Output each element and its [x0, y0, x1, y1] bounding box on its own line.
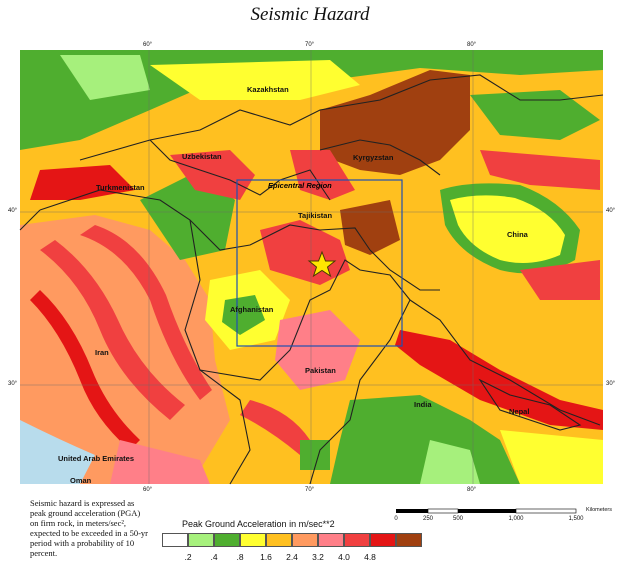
- legend-swatch-8: [344, 533, 370, 547]
- epicentral-region-box: [236, 179, 403, 347]
- border-nepal: [478, 378, 582, 431]
- lon-label-70-top: 70°: [305, 42, 315, 48]
- zone-pamir-brown: [340, 200, 400, 255]
- hazard-zones: [20, 50, 603, 484]
- legend-swatch-5: [266, 533, 292, 547]
- scale-tick-250: 250: [422, 516, 434, 522]
- label-iran: Iran: [95, 348, 109, 357]
- border-kyrgyzstan: [319, 139, 441, 176]
- zone-iran-red-3: [30, 290, 140, 450]
- lat-label-30-right: 30°: [606, 381, 616, 387]
- legend-swatch-9: [370, 533, 396, 547]
- scale-tick-0: 0: [394, 516, 398, 522]
- label-nepal: Nepal: [509, 407, 530, 416]
- epicenter-star-icon: [307, 250, 337, 278]
- border-china-west: [369, 249, 440, 291]
- legend-title: Peak Ground Acceleration in m/sec**2: [182, 519, 335, 529]
- zone-india-yellow: [500, 430, 603, 484]
- border-kazakhstan: [79, 74, 604, 161]
- lat-label-40-left: 40°: [8, 208, 18, 214]
- legend-swatch-1: [162, 533, 188, 547]
- label-epicentral-region: Epicentral Region: [268, 181, 332, 190]
- scale-tick-500: 500: [452, 516, 464, 522]
- border-uzbekistan: [149, 139, 331, 201]
- zone-makran-red: [240, 400, 310, 455]
- persian-gulf: [20, 420, 95, 484]
- border-caspian: [19, 209, 41, 231]
- zone-india-lightgreen: [420, 440, 480, 484]
- label-india: India: [414, 400, 432, 409]
- legend-label-7: 4.0: [338, 552, 350, 562]
- legend-label-5: 2.4: [286, 552, 298, 562]
- label-uzbekistan: Uzbekistan: [182, 152, 222, 161]
- zone-north-lightgreen: [60, 55, 150, 100]
- zone-tibet-red: [520, 260, 600, 300]
- graticule: [20, 50, 603, 484]
- legend-swatch-10: [396, 533, 422, 547]
- label-afghanistan: Afghanistan: [230, 305, 274, 314]
- zone-iran-red-2: [80, 225, 212, 400]
- legend-swatch-7: [318, 533, 344, 547]
- zone-tianshan-brown: [320, 70, 470, 175]
- lon-label-60-top: 60°: [143, 42, 153, 48]
- border-turkmen-afghan: [39, 189, 371, 251]
- legend-label-2: .4: [210, 552, 218, 562]
- zone-uzbek-red: [170, 150, 255, 200]
- label-tajikistan: Tajikistan: [298, 211, 333, 220]
- scale-tick-1500: 1,500: [568, 516, 584, 522]
- label-pakistan: Pakistan: [305, 366, 336, 375]
- label-uae: United Arab Emirates: [58, 454, 134, 463]
- zone-afghan-green: [222, 295, 265, 335]
- zone-iran-pink-south: [110, 440, 210, 484]
- label-china: China: [507, 230, 528, 239]
- legend-label-4: 1.6: [260, 552, 272, 562]
- scale-tick-1000: 1,000: [508, 516, 524, 522]
- zone-pakistan-pink: [275, 310, 360, 390]
- legend-label-8: 4.8: [364, 552, 376, 562]
- legend-swatch-6: [292, 533, 318, 547]
- map-title: Seismic Hazard: [250, 4, 370, 25]
- legend-label-3: .8: [236, 552, 244, 562]
- zone-kunlun-red: [480, 150, 600, 190]
- legend-swatch-2: [188, 533, 214, 547]
- border-pakistan: [199, 259, 411, 485]
- zone-dzungaria-green: [470, 90, 600, 140]
- hazard-note: Seismic hazard is expressed as peak grou…: [30, 498, 148, 558]
- lon-label-60-bottom: 60°: [143, 487, 153, 493]
- zone-tarim-yellow: [450, 195, 565, 264]
- lon-label-70-bottom: 70°: [305, 487, 315, 493]
- lat-label-30-left: 30°: [8, 381, 18, 387]
- legend-swatch-3: [214, 533, 240, 547]
- border-india-north: [409, 299, 601, 426]
- label-turkmenistan: Turkmenistan: [96, 183, 145, 192]
- legend-swatch-4: [240, 533, 266, 547]
- zone-north-yellow: [150, 60, 360, 100]
- legend-label-1: .2: [184, 552, 192, 562]
- label-kyrgyzstan: Kyrgyzstan: [353, 153, 394, 162]
- lon-label-80-bottom: 80°: [467, 487, 477, 493]
- lat-label-40-right: 40°: [606, 208, 616, 214]
- lon-label-80-top: 80°: [467, 42, 477, 48]
- label-oman: Oman: [70, 476, 92, 485]
- country-borders: [19, 74, 604, 485]
- label-kazakhstan: Kazakhstan: [247, 85, 289, 94]
- legend-label-6: 3.2: [312, 552, 324, 562]
- scale-unit: Kilometers: [586, 507, 612, 513]
- zone-fergana-red: [290, 150, 355, 200]
